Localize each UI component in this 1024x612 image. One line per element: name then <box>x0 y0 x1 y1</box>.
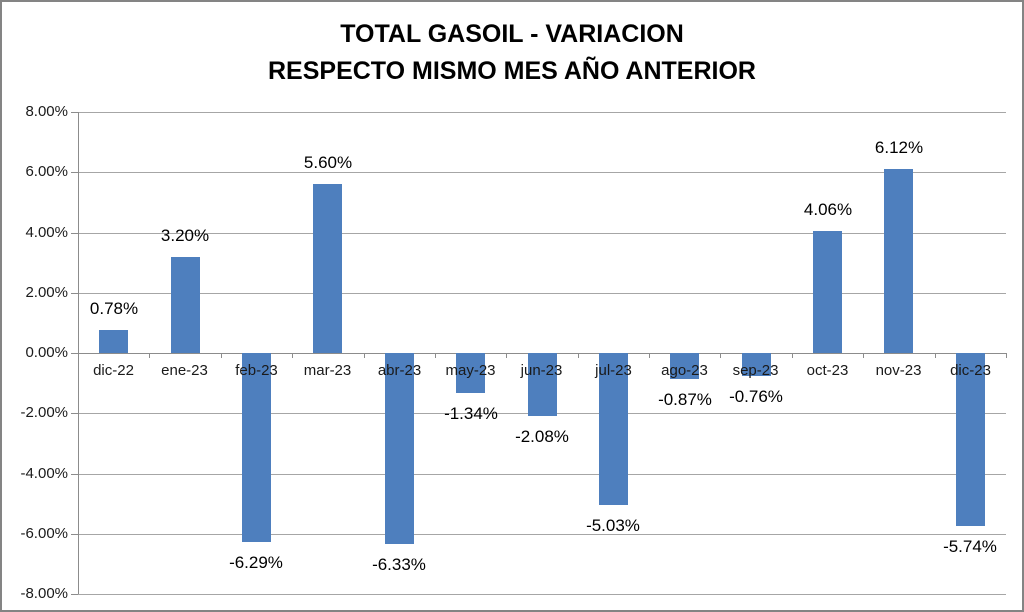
y-axis-tick <box>71 293 78 294</box>
chart-title-line-1: TOTAL GASOIL - VARIACION <box>340 20 684 48</box>
x-axis-tick <box>578 353 579 358</box>
gridline <box>78 534 1006 535</box>
bar-ago-23 <box>670 353 699 379</box>
y-tick-label: 2.00% <box>25 284 68 301</box>
x-axis-tick <box>935 353 936 358</box>
data-label-mar-23: 5.60% <box>303 153 353 172</box>
x-axis-tick <box>1006 353 1007 358</box>
bar-dic-22 <box>99 330 128 353</box>
x-tick-label-ene-23: ene-23 <box>161 362 208 379</box>
x-axis-tick <box>792 353 793 358</box>
x-axis-tick <box>78 353 79 358</box>
y-axis-tick <box>71 172 78 173</box>
gridline <box>78 594 1006 595</box>
x-tick-label-ago-23: ago-23 <box>661 362 708 379</box>
data-label-sep-23: -0.76% <box>729 387 783 406</box>
x-tick-label-abr-23: abr-23 <box>377 362 422 379</box>
y-tick-label: 0.00% <box>25 344 68 361</box>
y-tick-label: -4.00% <box>20 465 68 482</box>
gridline <box>78 233 1006 234</box>
y-tick-label: 4.00% <box>25 224 68 241</box>
data-label-abr-23: -6.33% <box>372 555 426 574</box>
x-axis-tick <box>863 353 864 358</box>
bar-jul-23 <box>599 353 628 505</box>
x-axis-tick <box>506 353 507 358</box>
y-axis-tick <box>71 534 78 535</box>
x-axis-tick <box>649 353 650 358</box>
x-tick-label-oct-23: oct-23 <box>806 362 849 379</box>
data-label-dic-23: -5.74% <box>943 537 997 556</box>
x-tick-label-jun-23: jun-23 <box>520 362 563 379</box>
x-axis-tick <box>435 353 436 358</box>
data-label-may-23: -1.34% <box>444 404 498 423</box>
x-tick-label-sep-23: sep-23 <box>732 362 779 379</box>
x-tick-label-nov-23: nov-23 <box>875 362 922 379</box>
x-tick-label-mar-23: mar-23 <box>303 362 352 379</box>
data-label-nov-23: 6.12% <box>874 138 924 157</box>
x-axis-tick <box>364 353 365 358</box>
data-label-oct-23: 4.06% <box>803 200 853 219</box>
data-label-ago-23: -0.87% <box>658 390 712 409</box>
bar-abr-23 <box>385 353 414 544</box>
data-label-jul-23: -5.03% <box>586 516 640 535</box>
gridline <box>78 112 1006 113</box>
y-axis-tick <box>71 594 78 595</box>
y-axis-tick <box>71 233 78 234</box>
gridline <box>78 293 1006 294</box>
bar-ene-23 <box>171 257 200 353</box>
bar-sep-23 <box>742 353 771 376</box>
y-axis-tick <box>71 413 78 414</box>
y-tick-label: -6.00% <box>20 525 68 542</box>
chart-title: TOTAL GASOIL - VARIACION RESPECTO MISMO … <box>2 16 1022 90</box>
bar-may-23 <box>456 353 485 393</box>
data-label-dic-22: 0.78% <box>89 299 139 318</box>
x-axis-tick <box>720 353 721 358</box>
x-tick-label-dic-23: dic-23 <box>950 362 991 379</box>
bar-jun-23 <box>528 353 557 416</box>
y-tick-label: 8.00% <box>25 103 68 120</box>
gridline <box>78 172 1006 173</box>
y-tick-label: 6.00% <box>25 163 68 180</box>
x-tick-label-jul-23: jul-23 <box>595 362 632 379</box>
y-axis-tick <box>71 112 78 113</box>
y-axis-tick <box>71 353 78 354</box>
x-tick-label-dic-22: dic-22 <box>93 362 134 379</box>
x-tick-label-feb-23: feb-23 <box>235 362 278 379</box>
x-axis-tick <box>149 353 150 358</box>
bar-oct-23 <box>813 231 842 353</box>
data-label-feb-23: -6.29% <box>229 553 283 572</box>
x-axis-tick <box>292 353 293 358</box>
data-label-ene-23: 3.20% <box>160 226 210 245</box>
x-axis-tick <box>221 353 222 358</box>
gridline <box>78 474 1006 475</box>
bar-nov-23 <box>884 169 913 353</box>
chart-title-line-2: RESPECTO MISMO MES AÑO ANTERIOR <box>267 57 756 85</box>
y-tick-label: -2.00% <box>20 404 68 421</box>
bar-mar-23 <box>313 184 342 353</box>
x-tick-label-may-23: may-23 <box>445 362 496 379</box>
bar-dic-23 <box>956 353 985 526</box>
data-label-jun-23: -2.08% <box>515 427 569 446</box>
bar-feb-23 <box>242 353 271 542</box>
y-axis-tick <box>71 474 78 475</box>
y-tick-label: -8.00% <box>20 585 68 602</box>
